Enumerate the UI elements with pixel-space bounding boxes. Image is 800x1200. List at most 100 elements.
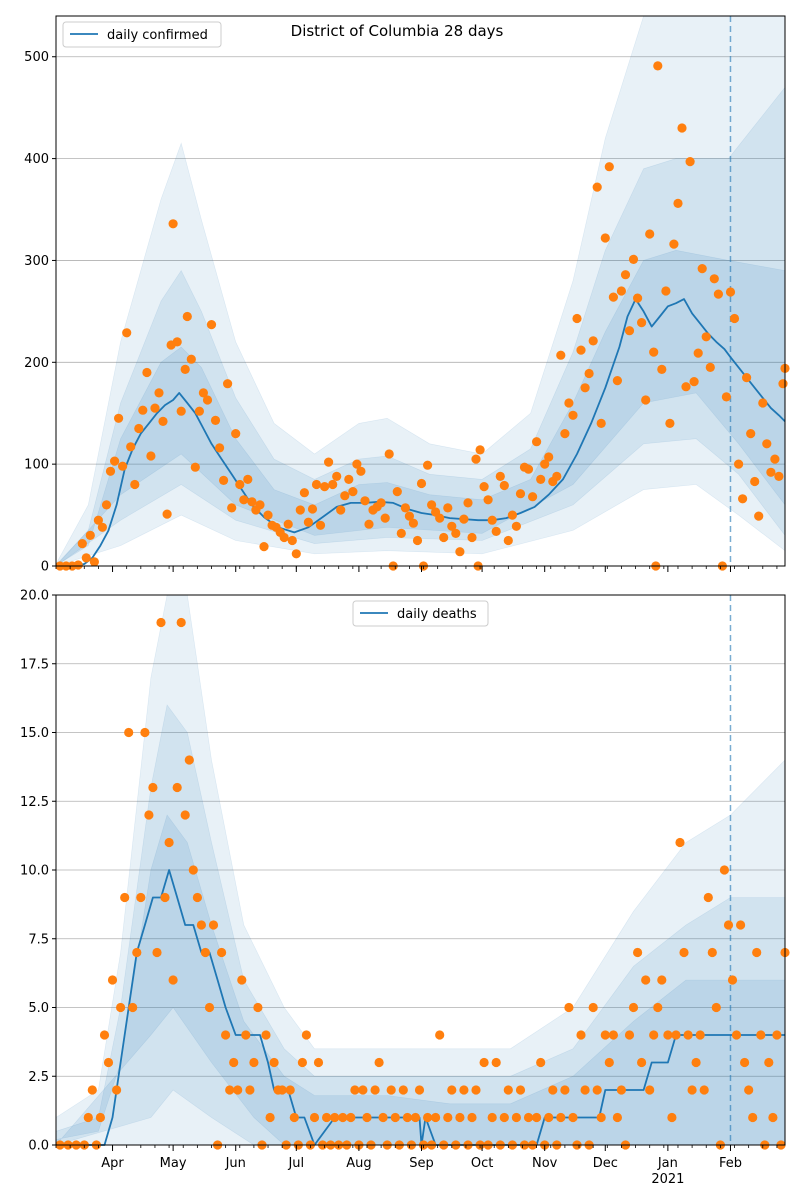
data-point bbox=[600, 1030, 610, 1040]
data-point bbox=[146, 451, 156, 461]
data-point bbox=[455, 547, 465, 557]
deaths-axes: 0.0 2.5 5.0 7.5 10.0 12.5 15.0 17.5 20.0 Apr May Ju… bbox=[20, 589, 786, 1187]
data-point bbox=[515, 489, 526, 499]
data-point bbox=[370, 1085, 380, 1095]
data-point bbox=[116, 1002, 126, 1013]
data-point bbox=[263, 510, 273, 520]
data-point bbox=[467, 532, 477, 543]
data-point bbox=[95, 1112, 105, 1123]
data-point bbox=[328, 479, 338, 490]
xtick-label: Jun bbox=[225, 1156, 246, 1171]
data-point bbox=[663, 1030, 673, 1040]
ytick-label: 300 bbox=[24, 254, 49, 269]
data-point bbox=[374, 1057, 384, 1068]
data-point bbox=[196, 920, 206, 930]
data-point bbox=[695, 1030, 705, 1040]
data-point bbox=[479, 482, 489, 492]
data-point bbox=[233, 1085, 243, 1095]
data-point bbox=[443, 503, 453, 513]
data-point bbox=[330, 1112, 340, 1123]
data-point bbox=[269, 1057, 279, 1068]
data-point bbox=[564, 398, 574, 408]
data-point bbox=[479, 1057, 489, 1068]
xtick-year-label: 2021 bbox=[651, 1172, 684, 1187]
data-point bbox=[150, 403, 160, 413]
data-point bbox=[231, 429, 241, 439]
data-point bbox=[653, 1002, 663, 1013]
data-point bbox=[192, 892, 202, 903]
data-point bbox=[731, 1030, 742, 1040]
data-point bbox=[592, 182, 602, 192]
xtick-label: May bbox=[160, 1156, 187, 1171]
legend-box bbox=[62, 21, 222, 48]
data-point bbox=[657, 975, 667, 985]
data-point bbox=[770, 454, 780, 464]
ytick-label: 7.5 bbox=[28, 932, 49, 947]
data-point bbox=[604, 1057, 614, 1068]
data-point bbox=[112, 1085, 122, 1095]
data-point bbox=[344, 474, 354, 484]
data-point bbox=[265, 1112, 275, 1123]
data-point bbox=[208, 920, 219, 930]
confirmed-line bbox=[56, 298, 786, 567]
data-point bbox=[588, 1002, 598, 1013]
data-point bbox=[225, 1085, 235, 1095]
data-point bbox=[190, 462, 200, 472]
data-point bbox=[467, 1112, 477, 1123]
data-point bbox=[247, 497, 257, 507]
data-point bbox=[93, 515, 103, 525]
data-point bbox=[507, 510, 517, 520]
data-point bbox=[140, 727, 150, 738]
data-point bbox=[564, 1002, 574, 1013]
axes-frame bbox=[55, 15, 786, 567]
data-point bbox=[307, 504, 318, 514]
data-point bbox=[402, 1112, 412, 1123]
ytick-label: 20.0 bbox=[20, 589, 49, 604]
data-point bbox=[180, 810, 190, 820]
data-point bbox=[118, 461, 128, 471]
data-point bbox=[665, 418, 675, 428]
data-point bbox=[669, 239, 679, 249]
xtick-label: Apr bbox=[101, 1156, 124, 1171]
data-point bbox=[162, 509, 172, 519]
data-point bbox=[515, 1085, 526, 1095]
data-point bbox=[110, 456, 120, 466]
data-point bbox=[616, 286, 627, 296]
data-point bbox=[291, 549, 301, 559]
data-point bbox=[576, 1030, 586, 1040]
data-point bbox=[122, 328, 132, 338]
data-point bbox=[511, 1112, 521, 1123]
data-point bbox=[548, 1085, 558, 1095]
data-point bbox=[410, 1112, 421, 1123]
data-point bbox=[107, 975, 118, 985]
data-point bbox=[495, 471, 505, 481]
data-point bbox=[376, 498, 386, 508]
data-point bbox=[483, 495, 493, 505]
data-point bbox=[336, 505, 346, 515]
ytick-label: 17.5 bbox=[20, 657, 49, 672]
data-point bbox=[721, 392, 732, 402]
data-point bbox=[487, 515, 497, 525]
data-point bbox=[679, 947, 689, 958]
data-point bbox=[447, 1085, 457, 1095]
data-point bbox=[223, 379, 233, 389]
ytick-label: 0.0 bbox=[28, 1139, 49, 1154]
data-point bbox=[130, 479, 140, 490]
data-point bbox=[653, 61, 663, 71]
data-point bbox=[362, 1112, 372, 1123]
data-point bbox=[523, 1112, 534, 1123]
data-point bbox=[322, 1112, 332, 1123]
data-point bbox=[748, 1112, 758, 1123]
data-point bbox=[303, 517, 313, 527]
data-point bbox=[592, 1085, 602, 1095]
data-point bbox=[320, 482, 330, 492]
data-point bbox=[239, 495, 249, 505]
data-point bbox=[380, 513, 390, 523]
data-point bbox=[752, 947, 762, 958]
data-point bbox=[451, 528, 461, 539]
data-point bbox=[697, 264, 707, 274]
data-point bbox=[719, 865, 730, 875]
data-point bbox=[132, 947, 142, 958]
data-point bbox=[612, 1112, 623, 1123]
